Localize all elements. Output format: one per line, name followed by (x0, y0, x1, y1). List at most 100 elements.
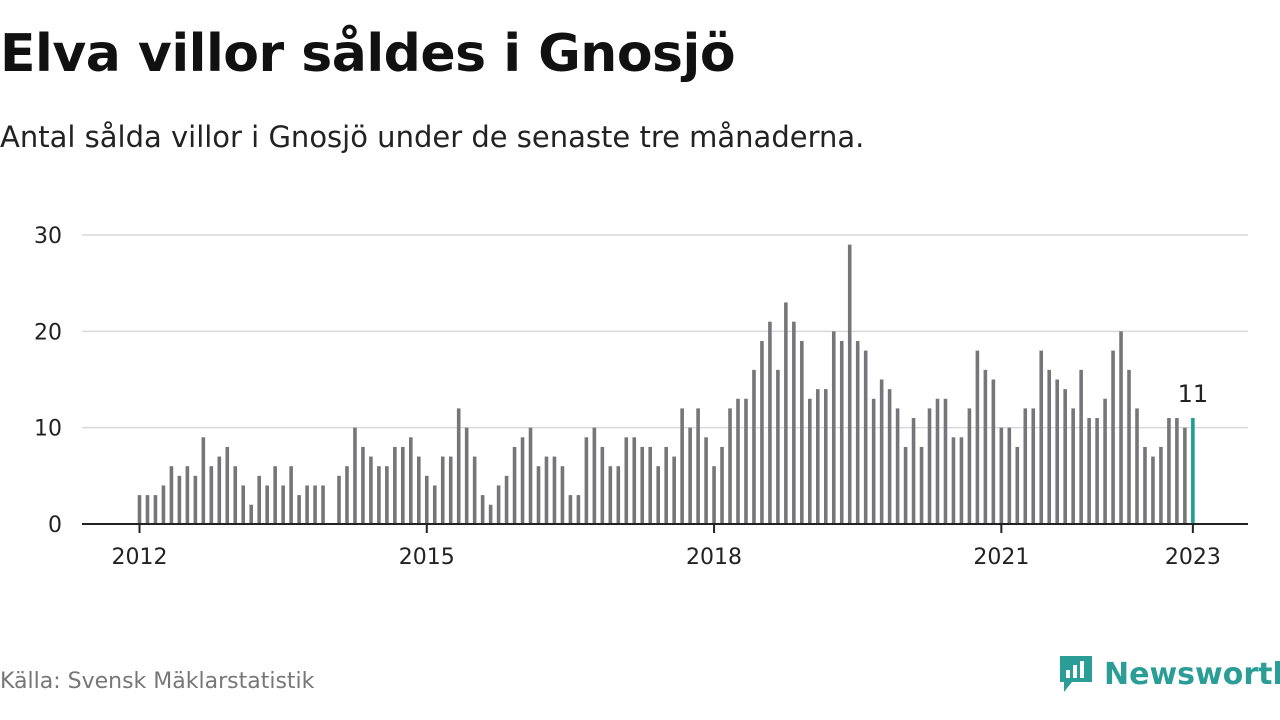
bar (688, 427, 692, 524)
bar (768, 321, 772, 524)
brand-logo: Newsworthy (1058, 654, 1280, 694)
bar (265, 485, 269, 524)
bar (552, 456, 557, 524)
highlight-bar (1191, 418, 1195, 524)
bar (289, 466, 293, 524)
bar (951, 437, 956, 524)
bar (1079, 369, 1083, 524)
y-tick-label: 20 (34, 320, 62, 345)
bar (496, 485, 501, 524)
bar (784, 302, 788, 524)
bar (823, 389, 828, 524)
bar (345, 466, 349, 524)
bar (648, 446, 653, 524)
bar (584, 437, 589, 524)
bar (943, 398, 948, 524)
brand-name: Newsworthy (1104, 656, 1280, 692)
y-tick-label: 0 (48, 513, 62, 538)
bar (983, 369, 988, 524)
bar (225, 446, 230, 524)
bar (592, 427, 597, 524)
bar (249, 504, 254, 524)
bar (632, 437, 637, 524)
chart-subtitle: Antal sålda villor i Gnosjö under de sen… (0, 120, 865, 154)
bar (185, 466, 190, 524)
bar (193, 475, 198, 524)
bar (153, 495, 158, 524)
bar (480, 495, 485, 524)
bar (576, 495, 581, 524)
bar (1031, 408, 1036, 524)
bar (488, 504, 493, 524)
bar (1095, 418, 1099, 524)
x-tick-label: 2012 (112, 545, 168, 570)
bar (313, 485, 317, 524)
bar (504, 475, 509, 524)
bar (169, 466, 174, 524)
bar (720, 446, 724, 524)
bar (640, 446, 645, 524)
bar (472, 456, 477, 524)
bar (401, 446, 405, 524)
bar (712, 466, 716, 524)
bar (927, 408, 932, 524)
highlight-value-label: 11 (1178, 380, 1209, 408)
bar (257, 475, 261, 524)
bar (201, 437, 206, 524)
x-tick-label: 2023 (1165, 545, 1221, 570)
bar (863, 350, 868, 524)
bar (911, 418, 916, 524)
chart-title: Elva villor såldes i Gnosjö (0, 24, 736, 84)
bar (808, 398, 812, 524)
bar (448, 456, 453, 524)
bar (744, 398, 748, 524)
bar (855, 340, 860, 524)
bar (424, 475, 429, 524)
bar (696, 408, 700, 524)
bar (999, 427, 1004, 524)
bar (568, 495, 573, 524)
bar (353, 427, 357, 524)
bar (935, 398, 940, 524)
bar (137, 495, 142, 524)
bar (728, 408, 732, 524)
bar (233, 466, 238, 524)
bar (1159, 446, 1163, 524)
bar (1183, 427, 1187, 524)
bar (456, 408, 461, 524)
bar (464, 427, 469, 524)
y-tick-label: 10 (34, 417, 62, 442)
bar (903, 446, 908, 524)
bar (432, 485, 437, 524)
bar (1127, 369, 1131, 524)
bar (544, 456, 549, 524)
bar (624, 437, 629, 524)
bar (816, 389, 820, 524)
bar (528, 427, 533, 524)
bar (967, 408, 972, 524)
bar (417, 456, 421, 524)
bar (736, 398, 740, 524)
bar-chart: 0 10 20 30 2012 2015 2018 2021 2023 11 (34, 224, 1248, 570)
bar (1015, 446, 1020, 524)
bar (1103, 398, 1107, 524)
bar (1039, 350, 1044, 524)
bar (369, 456, 373, 524)
bar (879, 379, 884, 524)
bar (608, 466, 613, 524)
bar (512, 446, 517, 524)
bar (895, 408, 900, 524)
bar (600, 446, 605, 524)
source-note: Källa: Svensk Mäklarstatistik (0, 669, 315, 694)
bar (281, 485, 285, 524)
bar (776, 369, 780, 524)
bar (680, 408, 684, 524)
bar (1143, 446, 1147, 524)
bar (161, 485, 166, 524)
bar (361, 446, 365, 524)
bar (536, 466, 541, 524)
x-tick-label: 2021 (973, 545, 1029, 570)
bar (959, 437, 964, 524)
bar (273, 466, 277, 524)
bar (919, 446, 924, 524)
